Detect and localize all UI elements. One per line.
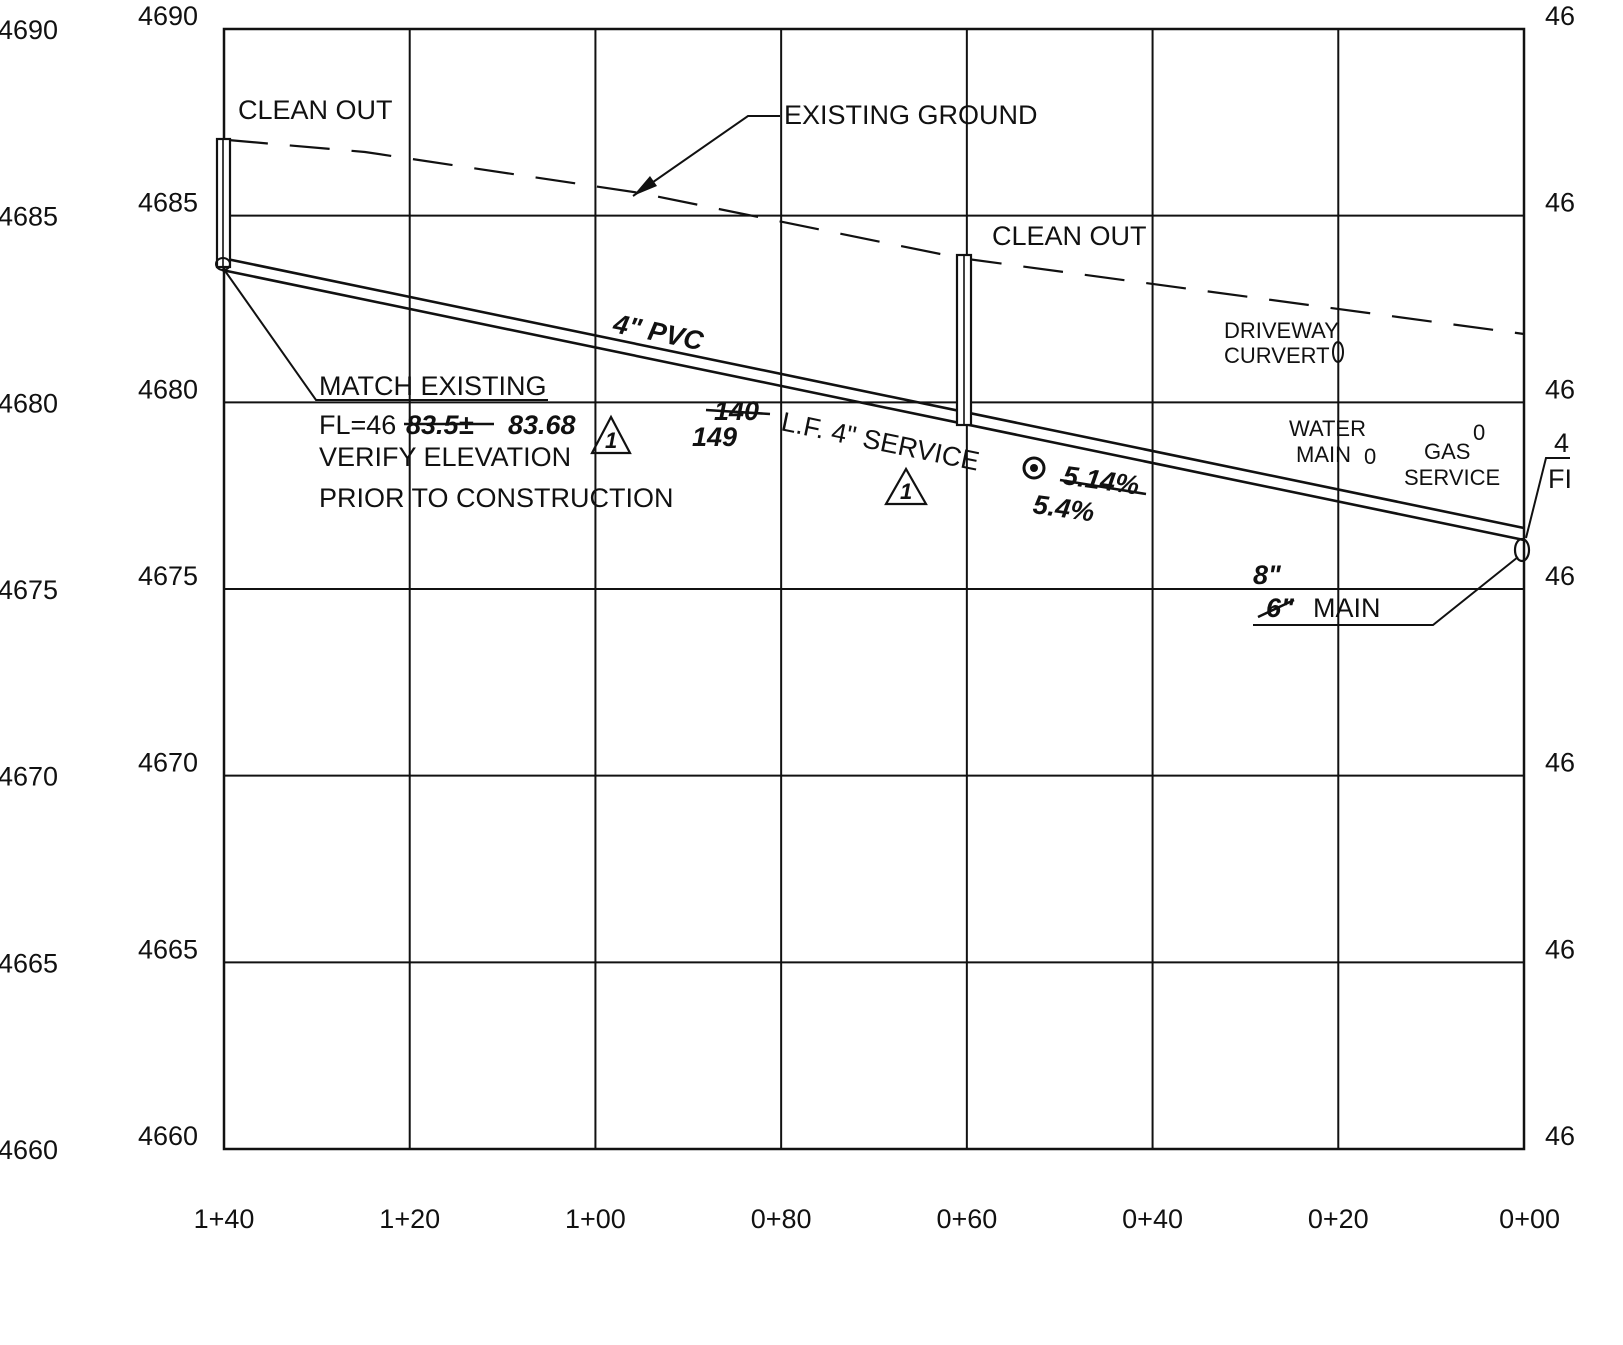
slope-symbol-inner — [1030, 464, 1038, 472]
gas-service-symbol: 0 — [1473, 420, 1485, 445]
existing-ground-arrowhead — [633, 176, 657, 196]
fl-elevation-new: 83.68 — [508, 410, 576, 440]
elevation-label-outer: 4685 — [0, 202, 58, 232]
match-existing-label: MATCH EXISTING — [319, 371, 547, 401]
clean-out-label-left: CLEAN OUT — [238, 95, 393, 125]
existing-ground-label: EXISTING GROUND — [784, 100, 1038, 130]
station-label: 1+40 — [194, 1204, 255, 1234]
station-labels: 1+40 1+20 1+00 0+80 0+60 0+40 0+20 0+00 — [194, 1204, 1560, 1234]
clean-out-base-left — [215, 257, 231, 271]
main-label: MAIN — [1313, 593, 1381, 623]
elevation-labels-outer: 4690 4685 4680 4675 4670 4665 4660 — [0, 15, 58, 1165]
station-label: 0+00 — [1499, 1204, 1560, 1234]
revision-delta-2: 1 — [884, 466, 928, 506]
pipe-top-line — [221, 256, 1525, 530]
elevation-label-outer: 4690 — [0, 15, 58, 45]
slope-symbol-outer — [1022, 456, 1046, 480]
water-main-line2: MAIN — [1296, 442, 1351, 467]
right-edge-fragment-fl: FI — [1548, 464, 1572, 494]
elevation-labels-right-edge: 46 46 46 46 46 46 46 — [1545, 1, 1575, 1151]
elevation-label-right-fragment: 46 — [1545, 561, 1575, 591]
existing-ground-line — [227, 138, 1525, 336]
elevation-label-inner: 4685 — [138, 188, 198, 218]
gas-service-line1: GAS — [1424, 439, 1470, 464]
station-label: 0+40 — [1122, 1204, 1183, 1234]
elevation-label-right-fragment: 46 — [1545, 934, 1575, 964]
pipe-bottom-line — [221, 268, 1525, 542]
revision-delta-1: 1 — [590, 414, 632, 455]
station-label: 1+20 — [379, 1204, 440, 1234]
elevation-label-inner: 4660 — [138, 1121, 198, 1151]
slope-new: 5.4% — [1031, 489, 1096, 527]
driveway-culvert-line2: CURVERT — [1224, 343, 1330, 368]
elevation-label-outer: 4660 — [0, 1135, 58, 1165]
elevation-label-inner: 4665 — [138, 934, 198, 964]
elevation-label-outer: 4670 — [0, 762, 58, 792]
main-connection-circle — [1513, 537, 1531, 563]
station-label: 1+00 — [565, 1204, 626, 1234]
clean-out-label-mid: CLEAN OUT — [992, 221, 1147, 251]
main-size-old: 6" — [1266, 593, 1295, 623]
driveway-culvert-line1: DRIVEWAY — [1224, 318, 1339, 343]
main-size-strike — [1257, 598, 1295, 619]
elevation-label-outer: 4665 — [0, 948, 58, 978]
main-leader — [1253, 556, 1519, 626]
station-label: 0+80 — [751, 1204, 812, 1234]
right-edge-fragment-top: 4 — [1554, 428, 1569, 458]
elevation-label-right-fragment: 46 — [1545, 748, 1575, 778]
right-edge-leader — [1525, 457, 1570, 539]
match-existing-leader — [222, 267, 548, 401]
station-label: 0+60 — [936, 1204, 997, 1234]
driveway-culvert-symbol — [1332, 341, 1344, 363]
elevation-label-inner: 4670 — [138, 748, 198, 778]
revision-delta-1-number: 1 — [605, 428, 617, 453]
pipe-length-new: 149 — [692, 422, 737, 452]
elevation-label-outer: 4675 — [0, 575, 58, 605]
elevation-label-inner: 4690 — [138, 1, 198, 31]
elevation-label-right-fragment: 46 — [1545, 188, 1575, 218]
elevation-label-right-fragment: 46 — [1545, 374, 1575, 404]
profile-grid — [224, 29, 1524, 1149]
gas-service-line2: SERVICE — [1404, 465, 1500, 490]
main-size-new: 8" — [1253, 560, 1282, 590]
profile-frame — [222, 27, 1526, 1151]
verify-elevation-label: VERIFY ELEVATION — [319, 442, 571, 472]
elevation-labels-inner: 4690 4685 4680 4675 4670 4665 4660 — [138, 1, 198, 1151]
elevation-label-right-fragment: 46 — [1545, 1121, 1575, 1151]
prior-to-construction-label: PRIOR TO CONSTRUCTION — [319, 483, 674, 513]
slope-strike — [1059, 478, 1147, 496]
pipe-length-strike — [705, 408, 771, 416]
water-main-symbol: 0 — [1364, 444, 1376, 469]
elevation-label-right-fragment: 46 — [1545, 1, 1575, 31]
elevation-label-inner: 4680 — [138, 374, 198, 404]
elevation-label-outer: 4680 — [0, 388, 58, 418]
revision-delta-2-number: 1 — [900, 479, 912, 504]
water-main-line1: WATER — [1289, 416, 1366, 441]
existing-ground-leader — [632, 115, 780, 197]
fl-prefix: FL=46 — [319, 410, 396, 440]
elevation-label-inner: 4675 — [138, 561, 198, 591]
station-label: 0+20 — [1308, 1204, 1369, 1234]
service-label: L.F. 4" SERVICE — [779, 406, 982, 476]
